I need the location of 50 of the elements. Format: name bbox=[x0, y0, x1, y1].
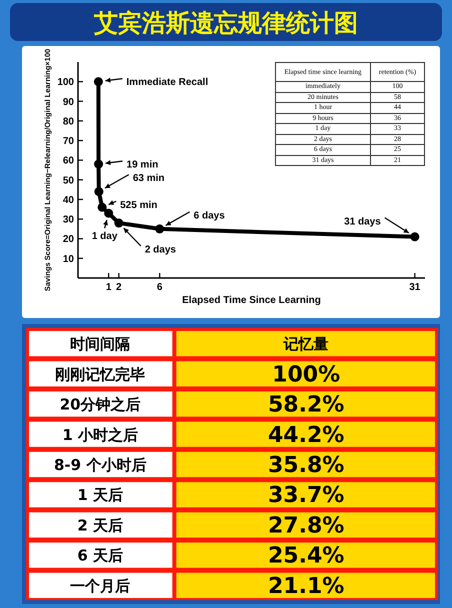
point bbox=[410, 232, 420, 242]
point bbox=[114, 218, 124, 228]
y-tick-label: 100 bbox=[57, 77, 74, 88]
text: 33.7% bbox=[268, 483, 344, 508]
annotation: 525 min bbox=[120, 200, 158, 211]
text: 25.4% bbox=[268, 544, 344, 569]
annotation: 1 day bbox=[92, 231, 118, 242]
annotation: Immediate Recall bbox=[126, 77, 208, 88]
category-label: 2 天后 bbox=[77, 516, 123, 534]
text: 27.8% bbox=[268, 513, 344, 538]
x-tick-label: 2 bbox=[116, 282, 122, 293]
y-tick-label: 70 bbox=[62, 136, 74, 148]
text: 时间间隔 bbox=[70, 335, 130, 354]
annotation: 31 days bbox=[344, 216, 382, 228]
category-label: 刚刚记忆完毕 bbox=[55, 365, 146, 384]
annotation: 19 min bbox=[126, 160, 158, 171]
text: 100% bbox=[272, 362, 340, 388]
category-label: 1 天后 bbox=[77, 486, 123, 504]
y-tick-label: 40 bbox=[62, 194, 74, 206]
category-label: 1 小时之后 bbox=[62, 426, 138, 444]
point bbox=[104, 208, 114, 218]
x-axis-title: Elapsed Time Since Learning bbox=[182, 295, 321, 306]
text: 44.2% bbox=[268, 422, 344, 448]
point bbox=[94, 160, 104, 169]
text: 35.8% bbox=[268, 453, 344, 478]
text: 58.2% bbox=[268, 392, 344, 418]
y-tick-label: 60 bbox=[62, 156, 74, 167]
point bbox=[94, 187, 104, 196]
y-tick-label: 80 bbox=[62, 116, 74, 128]
y-tick-label: 30 bbox=[62, 214, 74, 226]
x-tick-label: 6 bbox=[156, 282, 163, 293]
y-tick-label: 20 bbox=[62, 234, 74, 246]
point bbox=[98, 202, 107, 212]
y-tick-label: 10 bbox=[62, 254, 74, 265]
point bbox=[94, 77, 103, 86]
point bbox=[155, 224, 164, 234]
category-label: 一个月后 bbox=[70, 576, 130, 595]
chart-title: 艾宾浩斯遗忘规律统计图 bbox=[93, 8, 358, 37]
category-label: 20分钟之后 bbox=[60, 396, 141, 414]
category-label: 8-9 个小时后 bbox=[54, 456, 146, 474]
y-tick-label: 50 bbox=[62, 175, 74, 186]
x-tick-label: 31 bbox=[409, 282, 421, 293]
text: 21.1% bbox=[268, 574, 344, 599]
annotation: 6 days bbox=[194, 210, 226, 222]
text: 记忆量 bbox=[282, 335, 329, 354]
annotation: 63 min bbox=[132, 173, 165, 184]
y-tick-label: 90 bbox=[62, 96, 74, 108]
category-label: 6 天后 bbox=[77, 546, 123, 565]
annotation: 2 days bbox=[144, 244, 176, 256]
x-tick-label: 1 bbox=[106, 282, 112, 293]
